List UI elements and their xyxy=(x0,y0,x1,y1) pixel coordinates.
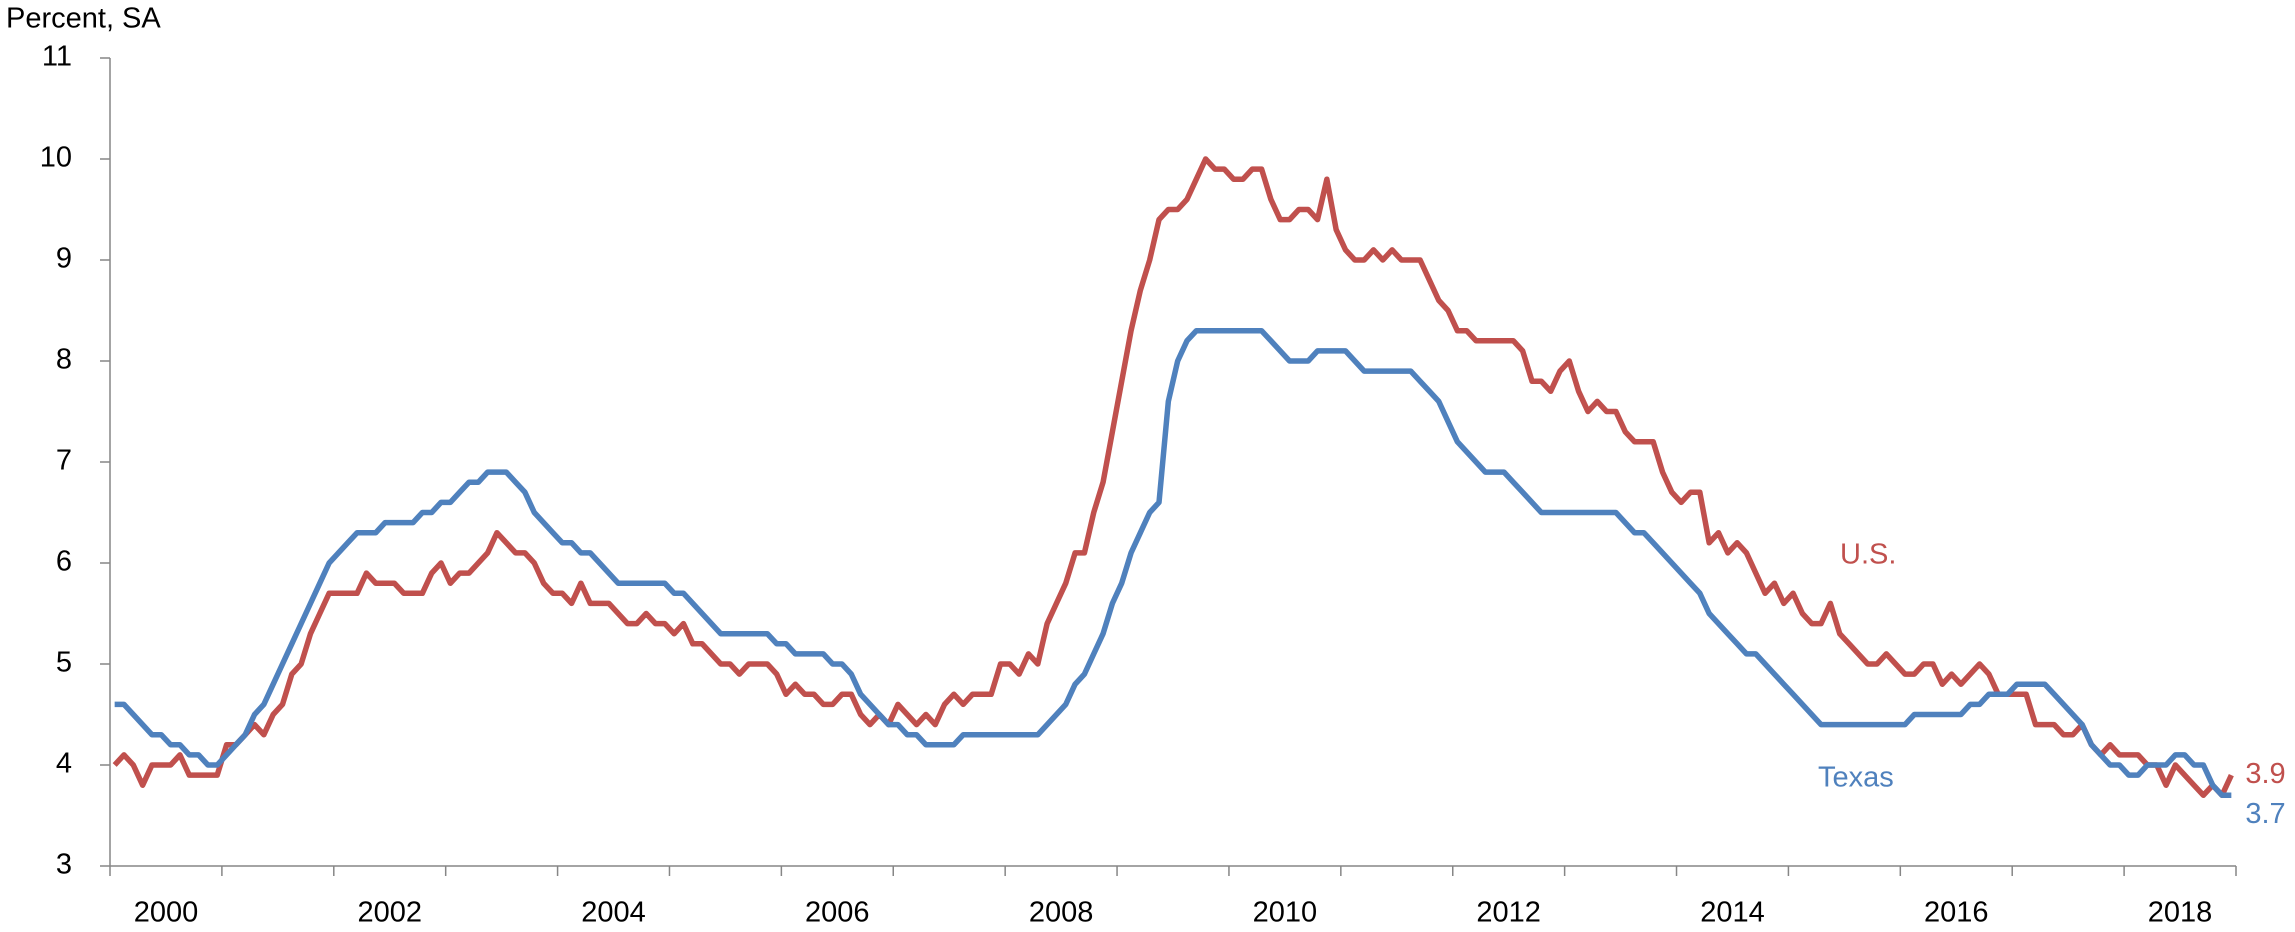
series-line xyxy=(114,327,2232,799)
x-tick-label: 2004 xyxy=(581,897,646,929)
x-tick-label: 2006 xyxy=(805,897,870,929)
x-tick-label: 2012 xyxy=(1476,897,1541,929)
series-label-us: U.S. xyxy=(1840,539,1896,571)
y-axis-label: Percent, SA xyxy=(6,3,161,35)
x-tick-label: 2000 xyxy=(134,897,199,929)
end-value-label: 3.7 xyxy=(2245,798,2285,830)
x-tick-label: 2010 xyxy=(1253,897,1318,929)
series-line xyxy=(112,156,2234,799)
y-tick-label: 6 xyxy=(56,546,72,578)
end-value-label: 3.9 xyxy=(2245,758,2285,790)
y-tick-label: 7 xyxy=(56,445,72,477)
y-tick-label: 4 xyxy=(56,748,72,780)
y-tick-label: 8 xyxy=(56,344,72,376)
series-label-texas: Texas xyxy=(1818,762,1894,794)
y-tick-label: 5 xyxy=(56,647,72,679)
x-tick-label: 2018 xyxy=(2148,897,2213,929)
y-tick-label: 9 xyxy=(56,243,72,275)
y-tick-label: 3 xyxy=(56,849,72,881)
x-tick-label: 2014 xyxy=(1700,897,1765,929)
y-tick-label: 10 xyxy=(40,142,72,174)
y-tick-label: 11 xyxy=(42,41,72,73)
x-tick-label: 2008 xyxy=(1029,897,1094,929)
x-tick-label: 2002 xyxy=(357,897,422,929)
x-tick-label: 2016 xyxy=(1924,897,1989,929)
